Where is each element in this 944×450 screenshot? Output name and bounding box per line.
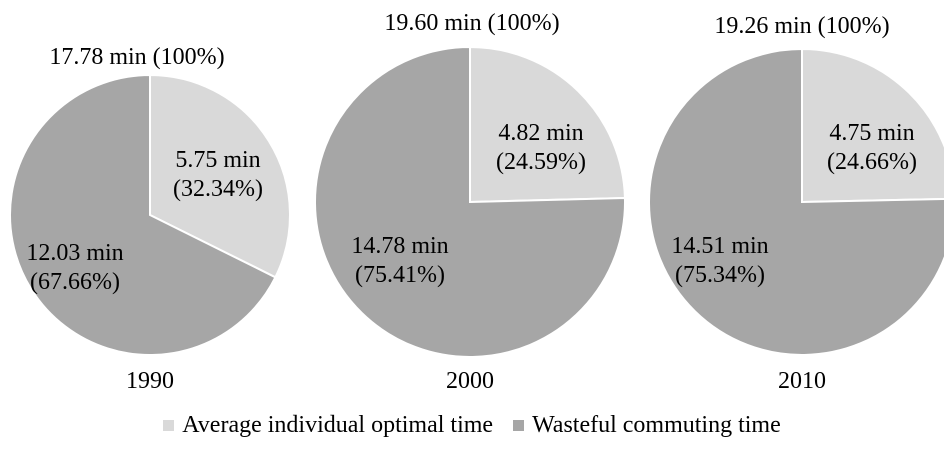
slice-1990-optimal [149,73,291,279]
pie-charts-svg: 5.75 min (32.34%) 12.03 min (67.66%) 17.78 m… [9,10,944,394]
pie-1990: 5.75 min (32.34%) 12.03 min (67.66%) 17.78 m… [9,44,291,394]
legend: Average individual optimal time Wasteful… [0,412,944,439]
slice-label-2010-wasteful: 14.51 min (75.34%) [671,233,768,288]
slice-2010-wasteful [648,47,944,356]
legend-label-wasteful: Wasteful commuting time [532,412,781,438]
year-label-2000: 2000 [446,368,494,394]
legend-swatch-optimal [163,420,175,431]
slice-label-2000-optimal: 4.82 min (24.59%) [496,120,586,175]
total-label-2010: 19.26 min (100%) [714,13,889,39]
pie-2010: 4.75 min (24.66%) 14.51 min (75.34%) 19.26 m… [648,13,944,394]
legend-label-optimal: Average individual optimal time [182,412,494,438]
slice-label-1990-optimal: 5.75 min (32.34%) [173,147,263,202]
year-label-1990: 1990 [126,368,174,394]
slice-2010-optimal [801,47,944,204]
legend-item-optimal: Average individual optimal time [163,412,493,439]
pie-2000: 4.82 min (24.59%) 14.78 min (75.41%) 19.60 m… [314,10,626,394]
legend-item-wasteful: Wasteful commuting time [513,412,781,439]
slice-2000-optimal [469,45,626,204]
slice-label-2000-wasteful: 14.78 min (75.41%) [351,233,448,288]
slice-label-2010-optimal: 4.75 min (24.66%) [827,120,917,175]
total-label-1990: 17.78 min (100%) [49,44,224,70]
legend-swatch-wasteful [513,420,525,431]
year-label-2010: 2010 [778,368,826,394]
slice-2000-wasteful [314,45,626,358]
slice-1990-wasteful [9,73,277,356]
slice-label-1990-wasteful: 12.03 min (67.66%) [26,240,123,295]
total-label-2000: 19.60 min (100%) [384,10,559,36]
